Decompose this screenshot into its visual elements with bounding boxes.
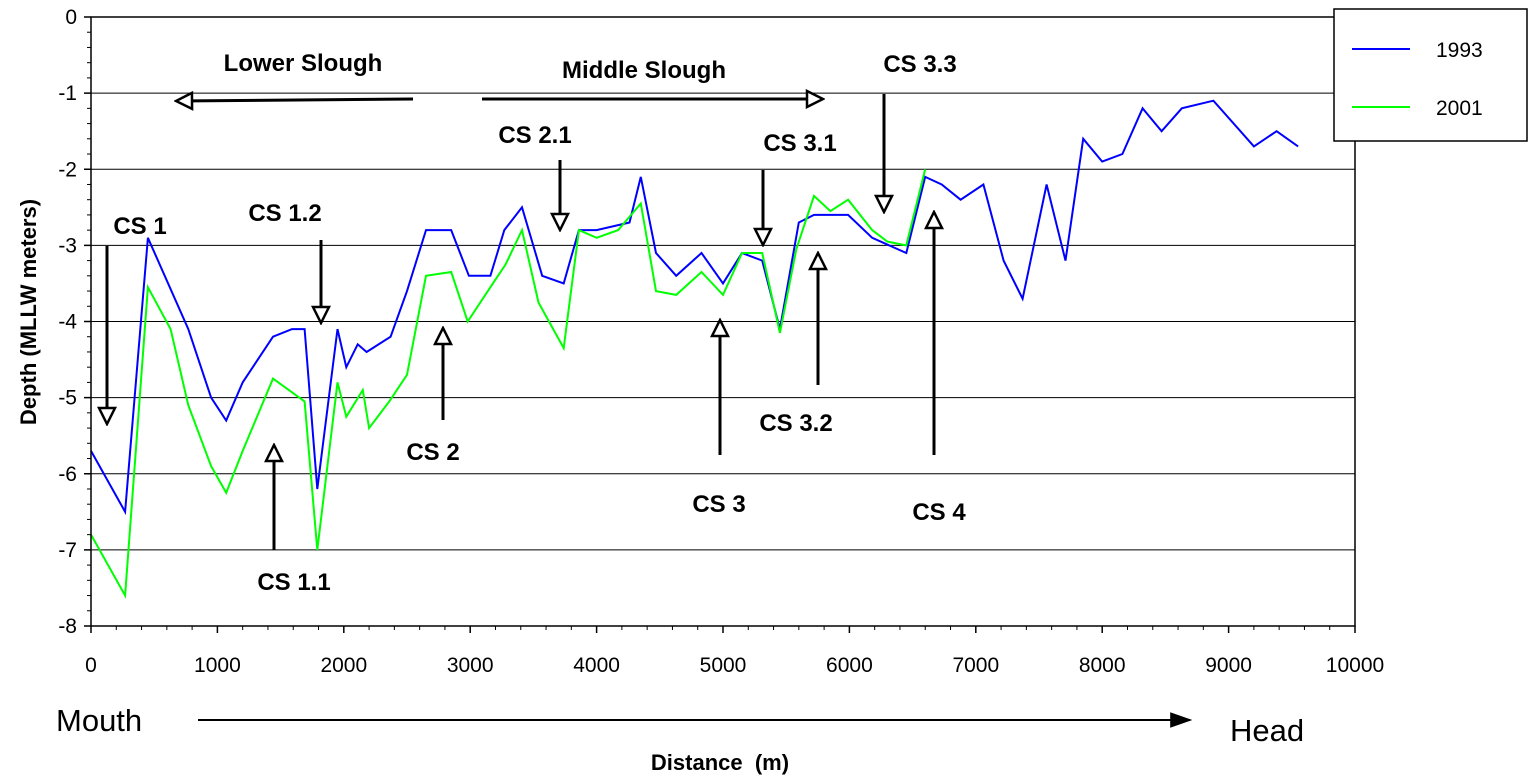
cs1-2-label: CS 1.2 — [248, 200, 321, 227]
x-tick-label: 0 — [85, 654, 97, 677]
legend-label-1993: 1993 — [1436, 39, 1483, 62]
cs1-1-label: CS 1.1 — [257, 569, 330, 596]
series-layer — [90, 99, 1299, 599]
x-tick-label: 6000 — [826, 654, 873, 677]
lower-slough-label: Lower Slough — [224, 50, 383, 77]
axis-ticks: 0 -1 -2 -3 -4 -5 -6 -7 -8 0 1000 2000 3000 4000 5000 60… — [58, 6, 1384, 677]
cs3-2-label: CS 3.2 — [759, 410, 832, 437]
x-axis-title: Distance (m) — [651, 750, 789, 775]
cs3-1-label: CS 3.1 — [763, 130, 836, 157]
x-tick-label: 5000 — [700, 654, 747, 677]
x-tick-label: 7000 — [952, 654, 999, 677]
y-tick-label: -6 — [58, 463, 77, 486]
legend-label-2001: 2001 — [1436, 97, 1483, 120]
lower-slough-arrow — [176, 99, 414, 101]
cs3-3-label: CS 3.3 — [883, 51, 956, 78]
series-line-2001 — [90, 169, 927, 599]
y-axis-title: Depth (MLLW meters) — [16, 199, 41, 425]
y-tick-label: -2 — [58, 158, 77, 181]
y-tick-label: -5 — [58, 387, 77, 410]
cs2-label: CS 2 — [406, 439, 459, 466]
legend: 1993 2001 — [1333, 8, 1528, 142]
x-tick-label: 1000 — [194, 654, 241, 677]
legend-box — [1333, 8, 1528, 142]
y-tick-label: -8 — [58, 615, 77, 638]
y-tick-label: -3 — [58, 234, 77, 257]
x-tick-label: 8000 — [1079, 654, 1126, 677]
cs4-label: CS 4 — [912, 499, 966, 526]
cs1-label: CS 1 — [113, 213, 166, 240]
grid-lines — [91, 92, 1355, 551]
x-tick-label: 10000 — [1326, 654, 1384, 677]
y-tick-label: -7 — [58, 539, 77, 562]
cs3-label: CS 3 — [692, 491, 745, 518]
x-tick-label: 9000 — [1205, 654, 1252, 677]
y-tick-label: 0 — [65, 6, 77, 29]
x-tick-label: 4000 — [573, 654, 620, 677]
middle-slough-label: Middle Slough — [562, 57, 726, 84]
y-tick-label: -1 — [58, 82, 77, 105]
series-line-1993 — [90, 99, 1299, 516]
y-tick-label: -4 — [58, 311, 77, 334]
cs2-1-label: CS 2.1 — [498, 122, 571, 149]
x-tick-label: 2000 — [320, 654, 367, 677]
head-label: Head — [1230, 713, 1304, 748]
x-tick-label: 3000 — [447, 654, 494, 677]
mouth-label: Mouth — [56, 703, 142, 738]
